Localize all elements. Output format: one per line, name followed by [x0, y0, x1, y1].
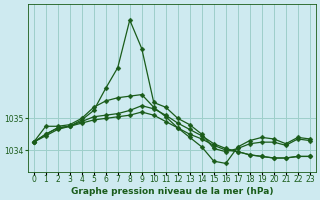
X-axis label: Graphe pression niveau de la mer (hPa): Graphe pression niveau de la mer (hPa) — [70, 187, 273, 196]
